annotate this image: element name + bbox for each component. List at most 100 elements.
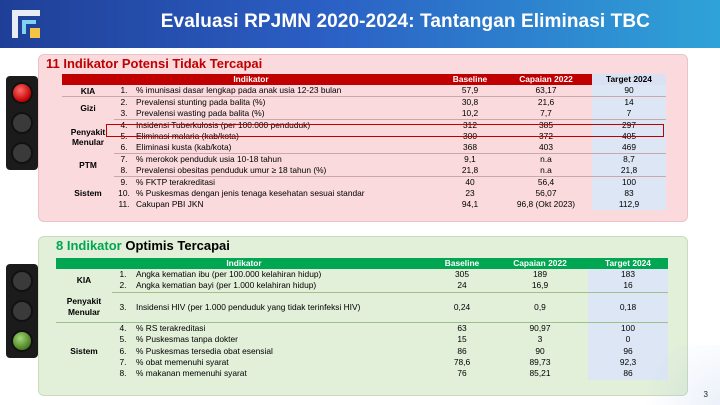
off-bulb-icon: [11, 112, 33, 134]
indicator-name: % merokok penduduk usia 10-18 tahun: [136, 154, 282, 164]
capaian-value: 56,4: [537, 177, 555, 187]
capaian-value: 3: [537, 334, 543, 345]
green-bulb-icon: [11, 330, 33, 352]
indicator-name: Eliminasi kusta (kab/kota): [134, 142, 440, 154]
indicator-name: Cakupan PBI JKN: [136, 199, 204, 209]
baseline-value: 78,6: [453, 357, 471, 368]
baseline-value: 94,1: [461, 199, 479, 209]
achieved-count: 8 Indikator: [56, 238, 126, 253]
group-label: Sistem: [74, 188, 102, 199]
capaian-value: 189: [533, 269, 547, 279]
capaian-value: 7,7: [500, 108, 592, 120]
target-value: 8,7: [592, 153, 666, 165]
col-header-capaian: Capaian 2022: [500, 74, 592, 85]
group-label: PTM: [79, 160, 97, 170]
section-achieved-title: 8 Indikator Optimis Tercapai: [56, 238, 230, 253]
baseline-value: 40: [465, 177, 475, 187]
target-value: 100: [592, 176, 666, 188]
group-label: KIA: [76, 274, 92, 285]
baseline-value: 86: [457, 345, 467, 356]
target-value: 16: [588, 280, 668, 293]
row-number: 7.: [120, 154, 128, 164]
target-value: 92,3: [588, 357, 668, 369]
row-number: 4.: [120, 120, 128, 130]
capaian-value: 403: [500, 142, 592, 154]
col-header-baseline: Baseline: [432, 258, 492, 269]
indicator-name: Prevalensi stunting pada balita (%): [136, 97, 266, 107]
capaian-value: n.a: [540, 154, 552, 164]
target-value: 90: [592, 85, 666, 97]
capaian-value: 63,17: [500, 85, 592, 97]
capaian-value: 90,97: [529, 322, 551, 333]
achieved-title-text: Optimis Tercapai: [125, 238, 230, 253]
target-value: 469: [592, 142, 666, 154]
capaian-value: 96,8 (Okt 2023): [516, 199, 576, 209]
indicator-name: Insidensi HIV (per 1.000 penduduk yang t…: [134, 292, 432, 323]
row-number: 5.: [119, 334, 127, 345]
indicator-name: Prevalensi wasting pada balita (%): [134, 108, 440, 120]
target-value: 96: [588, 345, 668, 358]
row-number: 2.: [112, 280, 134, 293]
corner-decoration: [630, 345, 720, 405]
capaian-value: 56,07: [535, 188, 557, 198]
group-label: Penyakit Menular: [56, 292, 112, 323]
target-value: 183: [588, 269, 668, 281]
traffic-light-red-icon: [6, 76, 38, 170]
row-number: 3.: [112, 292, 134, 323]
row-number: 6.: [119, 345, 127, 356]
row-number: 7.: [119, 357, 127, 368]
row-number: 6.: [114, 142, 134, 154]
row-number: 1.: [114, 85, 134, 97]
red-bulb-icon: [11, 82, 33, 104]
indicator-name: % RS terakreditasi: [136, 322, 206, 333]
row-number: 10.: [118, 188, 130, 198]
off-bulb-icon: [11, 300, 33, 322]
indicator-name: % obat memenuhi syarat: [136, 357, 229, 368]
target-value: 14: [592, 96, 666, 108]
achieved-table: Indikator Baseline Capaian 2022 Target 2…: [56, 258, 668, 380]
ministry-logo-icon: [12, 10, 40, 38]
target-value: 86: [588, 368, 668, 380]
baseline-value: 368: [440, 142, 500, 154]
page-title: Evaluasi RPJMN 2020-2024: Tantangan Elim…: [160, 11, 650, 32]
col-header-target: Target 2024: [592, 74, 666, 85]
baseline-value: 30,8: [461, 97, 479, 107]
capaian-value: 16,9: [492, 280, 588, 293]
col-header-target: Target 2024: [588, 258, 668, 269]
indicator-name: Insidensi Tuberkulosis (per 100.000 pend…: [136, 120, 311, 130]
baseline-value: 15: [457, 334, 467, 345]
indicator-name: Prevalensi obesitas penduduk umur ≥ 18 t…: [134, 165, 440, 177]
indicator-name: Angka kematian bayi (per 1.000 kelahiran…: [134, 280, 432, 293]
capaian-value: 385: [539, 120, 553, 130]
target-value: 21,8: [592, 165, 666, 177]
off-bulb-icon: [11, 142, 33, 164]
indicator-name: % FKTP terakreditasi: [136, 177, 215, 187]
indicator-name: Angka kematian ibu (per 100.000 kelahira…: [136, 269, 322, 279]
capaian-value: 90: [535, 345, 545, 356]
baseline-value: 0,24: [432, 292, 492, 323]
baseline-value: 305: [455, 269, 469, 279]
col-header-capaian: Capaian 2022: [492, 258, 588, 269]
group-label: Penyakit Menular: [70, 126, 106, 147]
target-value: 112,9: [592, 199, 666, 210]
target-value: 297: [592, 119, 666, 131]
target-value: 100: [588, 322, 668, 335]
capaian-value: 21,6: [537, 97, 555, 107]
target-value: 0: [588, 334, 668, 346]
group-label: Gizi: [80, 103, 96, 114]
row-number: 1.: [119, 269, 127, 279]
target-value: 0,18: [588, 292, 668, 323]
not-achieved-table: Indikator Baseline Capaian 2022 Target 2…: [62, 74, 666, 210]
baseline-value: 23: [465, 188, 475, 198]
row-number: 8.: [119, 368, 127, 379]
baseline-value: 24: [432, 280, 492, 293]
group-label: Sistem: [70, 345, 98, 356]
baseline-value: 9,1: [464, 154, 476, 164]
row-number: 4.: [119, 322, 127, 333]
target-value: 83: [592, 188, 666, 199]
row-number: 11.: [118, 199, 130, 209]
baseline-value: 57,9: [440, 85, 500, 97]
row-number: 2.: [120, 97, 128, 107]
capaian-value: 0,9: [492, 292, 588, 323]
traffic-light-green-icon: [6, 264, 38, 358]
